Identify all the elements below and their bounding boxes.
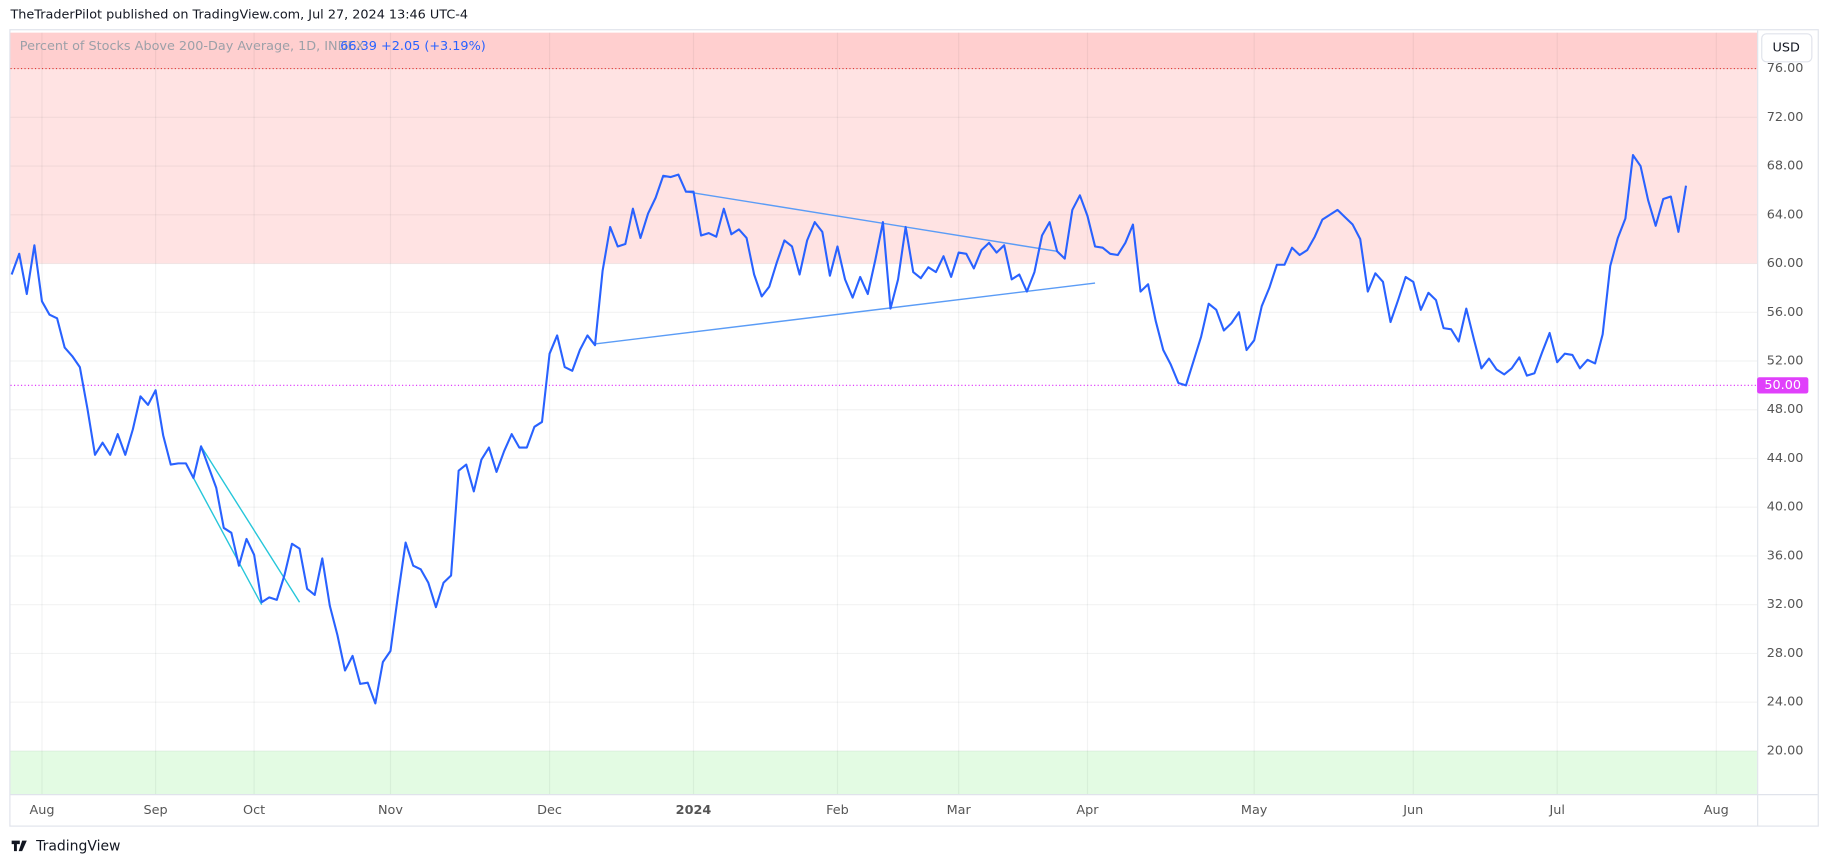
x-tick-label: Mar xyxy=(947,803,972,818)
y-tick-label: 76.00 xyxy=(1767,61,1804,76)
zone-band xyxy=(10,750,1758,795)
x-tick-label: Oct xyxy=(243,803,265,818)
level-label: 50.00 xyxy=(1764,378,1801,393)
y-tick-label: 32.00 xyxy=(1767,597,1804,612)
y-tick-label: 52.00 xyxy=(1767,354,1804,369)
frame xyxy=(9,29,1819,827)
y-tick-label: 68.00 xyxy=(1767,159,1804,174)
y-tick-label: 40.00 xyxy=(1767,500,1804,515)
x-tick-label: Apr xyxy=(1076,803,1099,818)
x-tick-label: May xyxy=(1241,803,1268,818)
y-tick-label: 72.00 xyxy=(1767,110,1804,125)
x-tick-label: Dec xyxy=(537,803,562,818)
publish-header: TheTraderPilot published on TradingView.… xyxy=(9,8,468,23)
x-tick-label: Feb xyxy=(826,803,849,818)
y-tick-label: 28.00 xyxy=(1767,646,1804,661)
x-tick-label: 2024 xyxy=(676,803,712,818)
trend-line xyxy=(192,477,263,606)
y-tick-label: 48.00 xyxy=(1767,402,1804,417)
legend-change: +2.05 (+3.19%) xyxy=(381,39,486,54)
series-line xyxy=(10,154,1688,705)
y-tick-label: 60.00 xyxy=(1767,256,1804,271)
legend-title: Percent of Stocks Above 200-Day Average,… xyxy=(20,39,365,54)
trend-line xyxy=(594,282,1096,345)
y-tick-label: 20.00 xyxy=(1767,743,1804,758)
y-tick-label: 44.00 xyxy=(1767,451,1804,466)
currency-button[interactable] xyxy=(1761,33,1813,63)
y-tick-label: 56.00 xyxy=(1767,305,1804,320)
zone-band xyxy=(10,32,1758,69)
y-tick-label: 24.00 xyxy=(1767,695,1804,710)
trend-line xyxy=(685,190,1058,253)
trend-line xyxy=(200,445,301,603)
logo xyxy=(11,840,27,852)
x-tick-label: Nov xyxy=(378,803,403,818)
plot-area xyxy=(10,32,1758,795)
currency-label[interactable]: USD xyxy=(1773,40,1801,55)
x-tick-label: Sep xyxy=(144,803,168,818)
legend-last-value: 66.39 xyxy=(340,39,377,54)
level-badge xyxy=(1757,377,1809,394)
y-tick-label: 64.00 xyxy=(1767,207,1804,222)
x-tick-label: Jul xyxy=(1548,803,1564,818)
x-tick-label: Aug xyxy=(1704,803,1729,818)
x-tick-label: Jun xyxy=(1402,803,1423,818)
y-tick-label: 36.00 xyxy=(1767,548,1804,563)
footer-brand: TradingView xyxy=(35,839,120,855)
x-tick-label: Aug xyxy=(29,803,54,818)
